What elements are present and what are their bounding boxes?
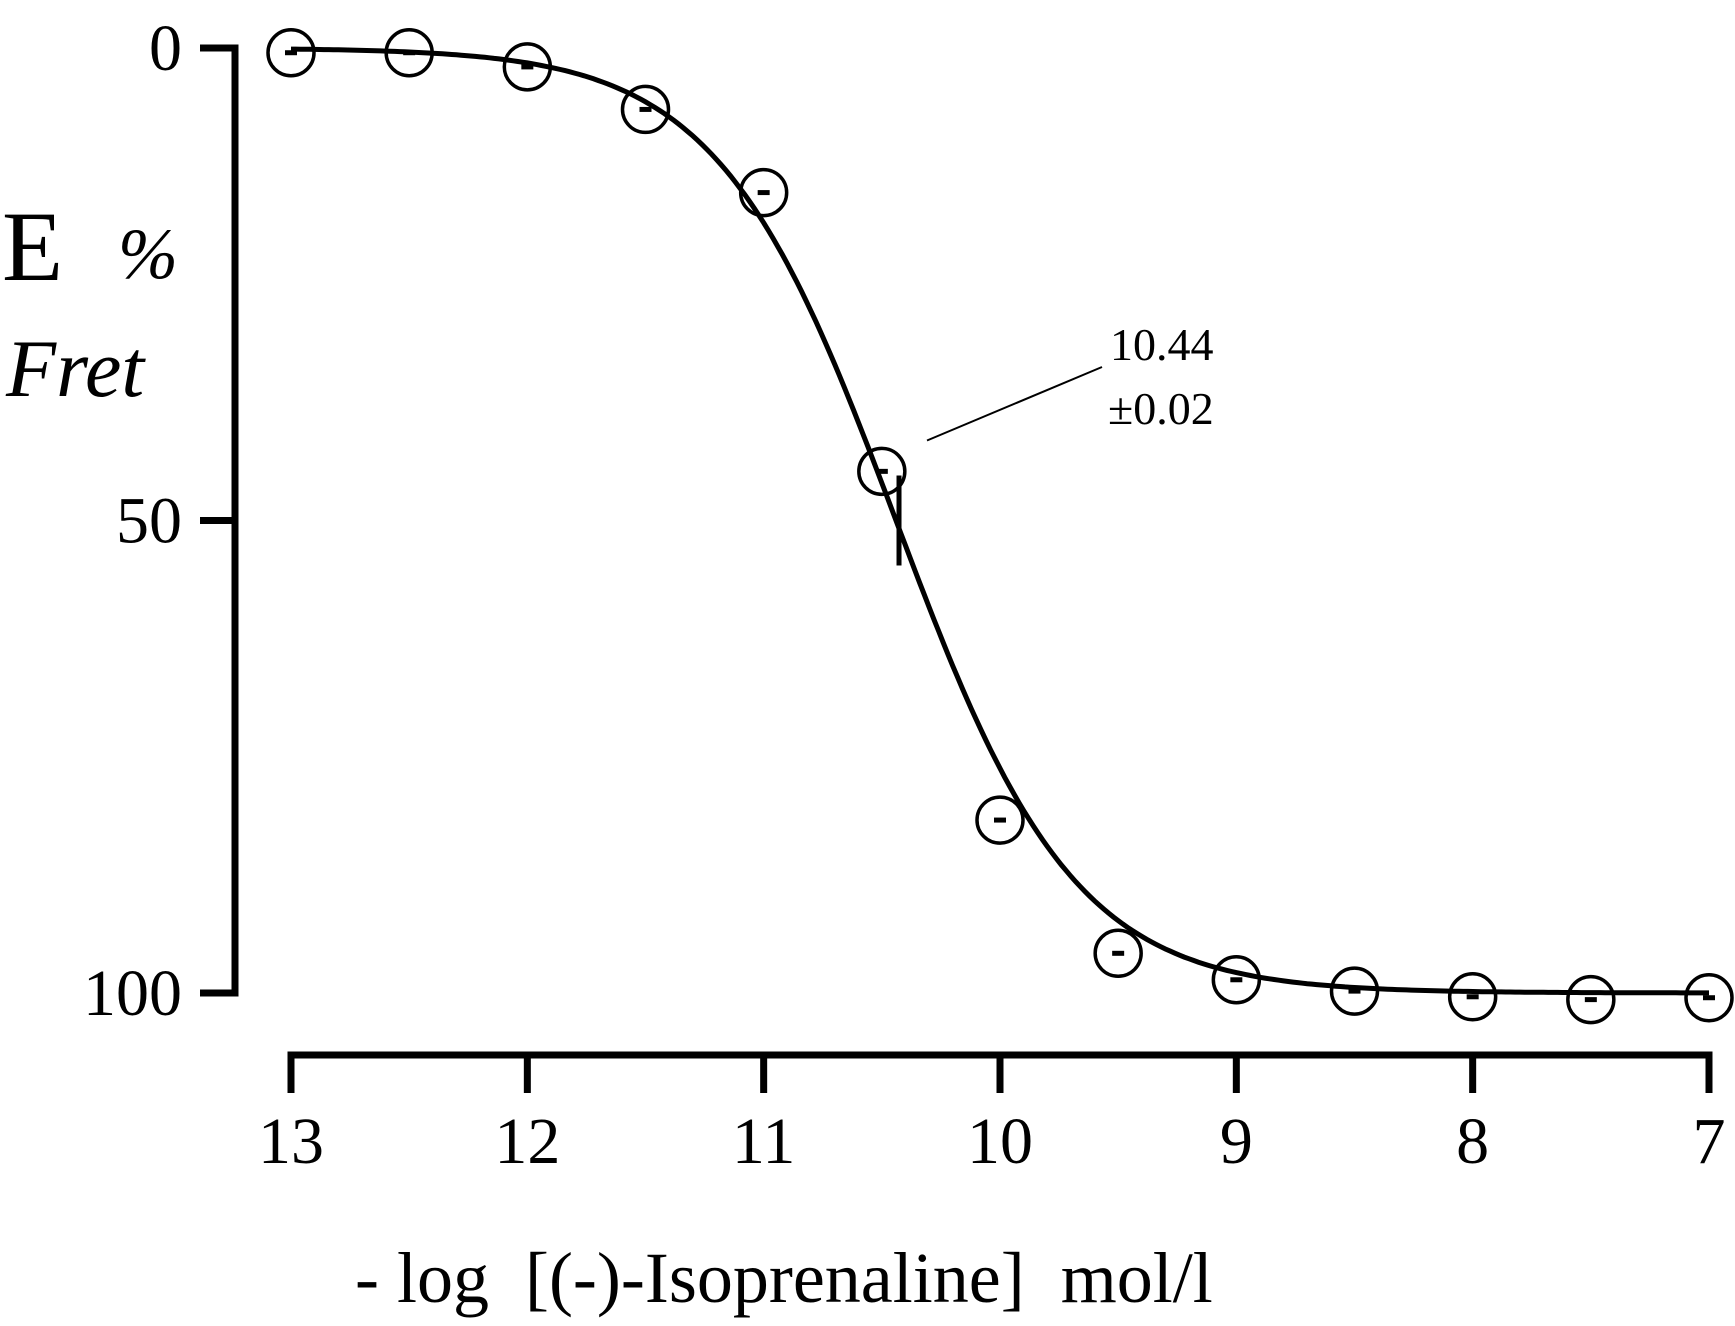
data-point-circle [1447,972,1498,1022]
data-point-circle [502,42,553,92]
data-point [975,795,1025,845]
x-tick-label: 12 [494,1105,560,1178]
y-label-main: E [2,191,63,302]
data-point [1566,974,1616,1025]
x-tick-label: 10 [967,1105,1033,1178]
data-point [620,84,671,135]
x-tick-label: 11 [732,1105,796,1178]
data-point [1684,972,1734,1023]
data-point-circle [1566,974,1616,1025]
data-point-circle [975,795,1025,845]
y-label-unit: % [118,214,178,294]
data-point [1447,972,1498,1022]
y-tick-label: 100 [83,957,182,1030]
data-point-circle [1211,955,1262,1005]
data-point-circle [266,27,316,78]
ec50-value: 10.44 [1110,319,1214,370]
x-axis: 13 12 11 10 9 8 7 - log [(-)-Isoprenaline] mol… [258,1051,1726,1318]
data-point [1211,955,1262,1005]
data-point [266,27,316,78]
ec50-annotation: 10.44 ±0.02 [896,319,1214,566]
y-axis-label: E % Fret [2,191,178,414]
data-point-circle [1329,966,1380,1016]
data-point [1329,966,1380,1016]
y-tick-label: 0 [149,12,182,85]
x-axis-label: - log [(-)-Isoprenaline] mol/l [355,1238,1213,1318]
ec50-error: ±0.02 [1108,383,1214,434]
data-point-circle [1093,928,1143,979]
x-tick-label: 13 [258,1105,324,1178]
y-axis: 0 50 100 [83,12,239,1030]
x-tick-label: 8 [1456,1105,1489,1178]
data-point-circle [1684,972,1734,1023]
x-tick-label: 9 [1220,1105,1253,1178]
data-point [1093,928,1143,979]
x-tick-label: 7 [1693,1105,1726,1178]
fit-curve [291,46,1709,996]
data-point-circle [738,167,789,218]
data-point-circle [857,446,907,497]
y-ticks: 0 50 100 [83,12,235,1030]
data-point [857,446,907,497]
y-label-sub: Fret [5,323,146,414]
annotation-leader-line [926,366,1103,442]
data-points [266,27,1734,1025]
x-ticks: 13 12 11 10 9 8 7 [258,1055,1726,1178]
data-point-circle [384,27,434,78]
data-point-circle [620,84,671,135]
data-point [738,167,789,218]
y-tick-label: 50 [116,485,182,558]
data-point [384,27,434,78]
data-point [502,42,553,92]
